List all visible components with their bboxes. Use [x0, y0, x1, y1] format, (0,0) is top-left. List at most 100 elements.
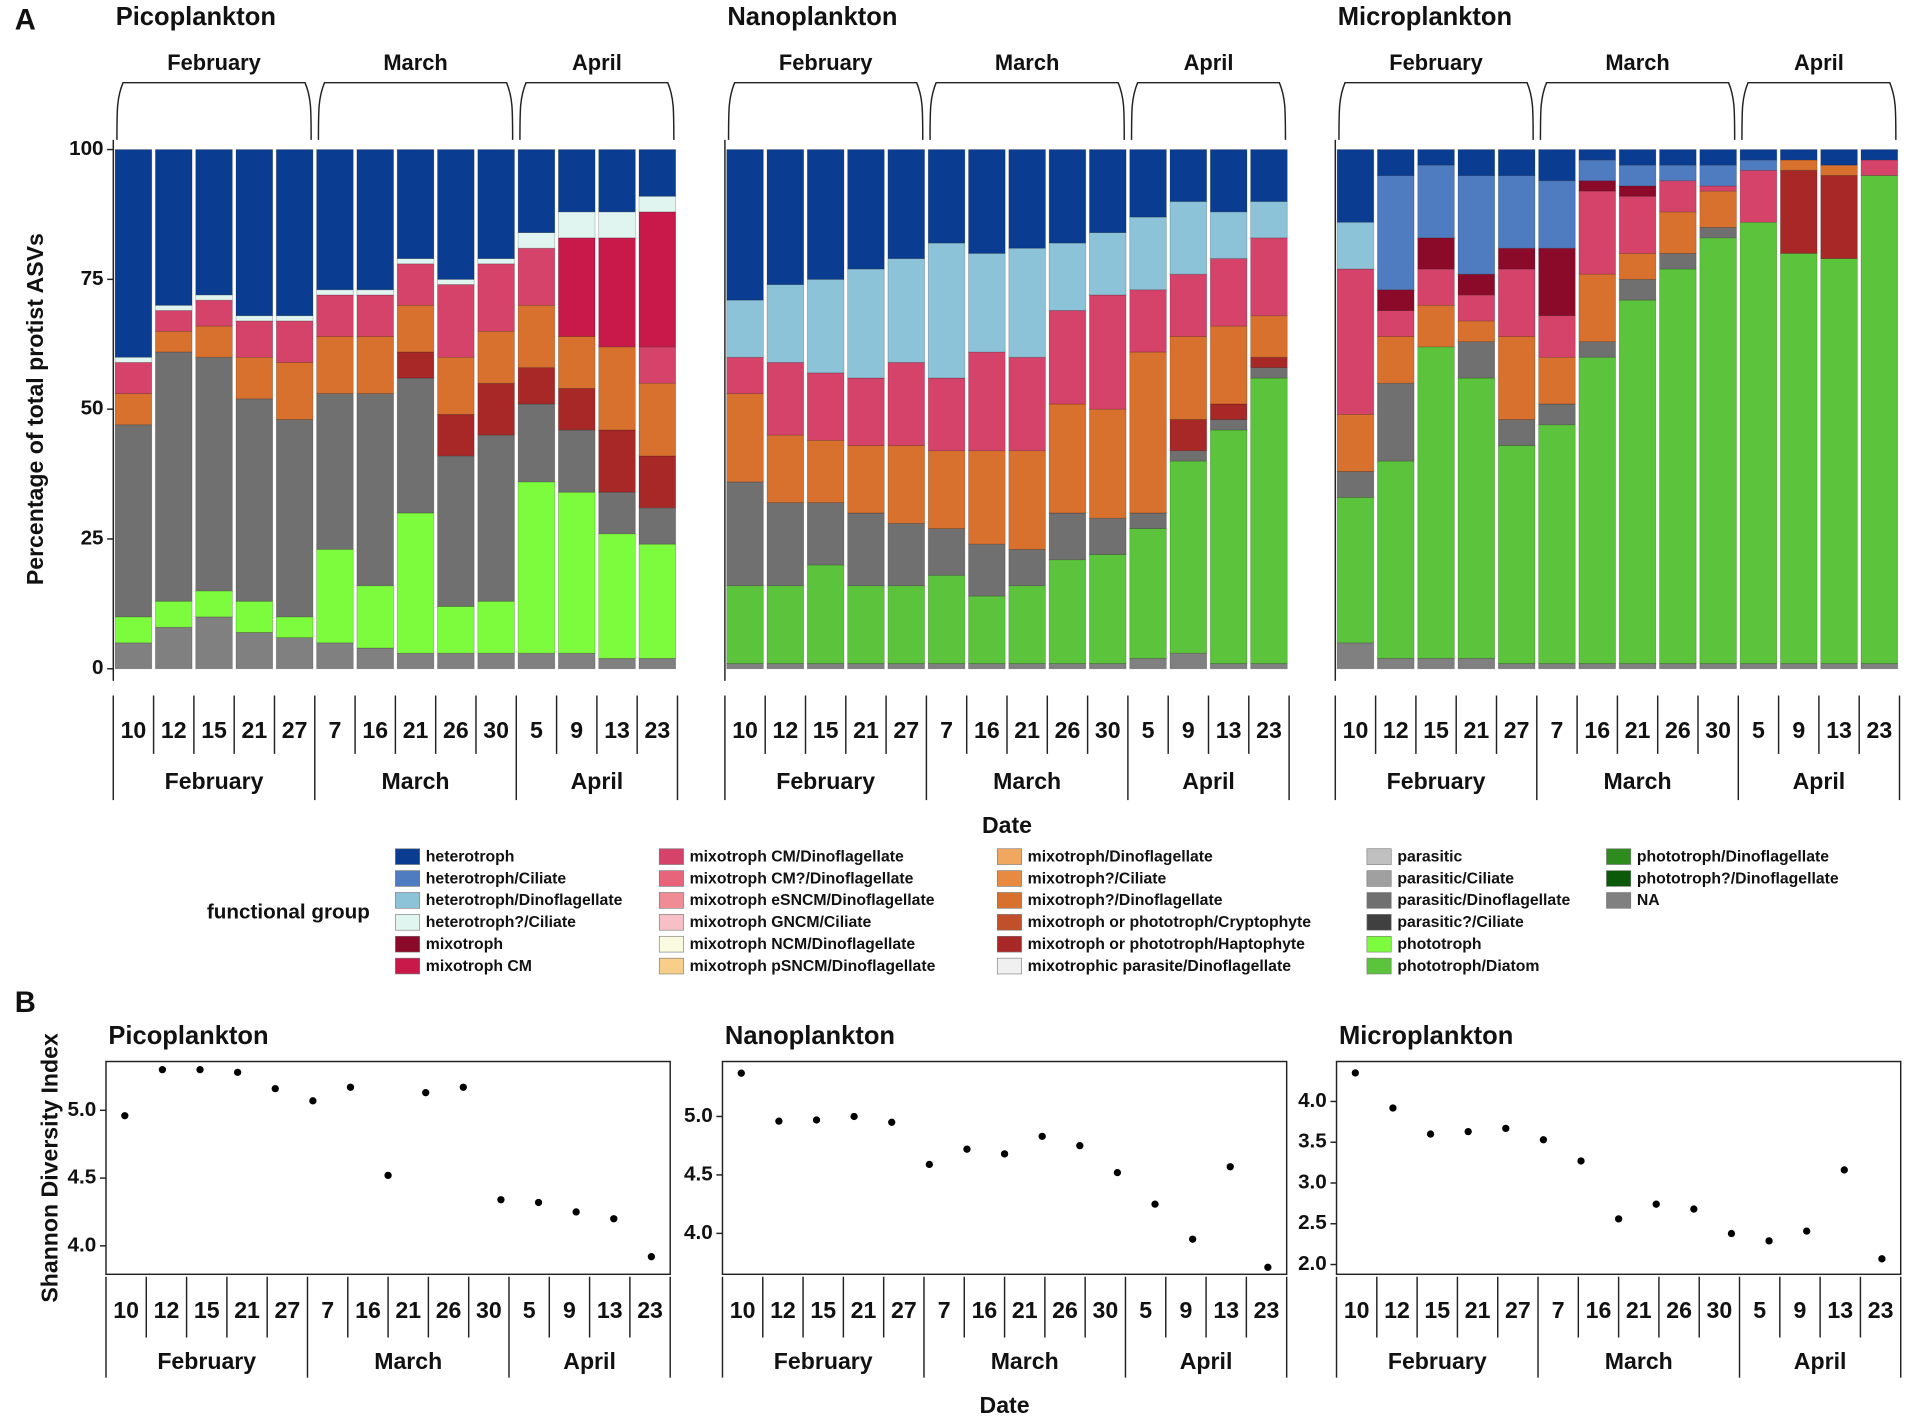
point: [1188, 1235, 1197, 1243]
bar-segment: [195, 356, 233, 592]
bar-segment: [1377, 310, 1415, 337]
x-tick-label: 13: [597, 1297, 623, 1323]
legend-label: heterotroph/Dinoflagellate: [426, 892, 623, 909]
bar-segment: [155, 310, 193, 332]
bar-segment: [1578, 663, 1616, 670]
bar-segment: [1377, 460, 1415, 659]
point: [572, 1208, 580, 1216]
bar-segment: [114, 642, 153, 670]
bar-segment: [558, 491, 596, 654]
x-tick-label: 26: [1666, 1297, 1692, 1323]
bar-segment: [1860, 175, 1899, 664]
bar-segment: [437, 149, 475, 280]
month-label: March: [382, 768, 450, 794]
bar-segment: [517, 247, 556, 306]
legend-title: functional group: [207, 901, 370, 924]
bar-segment: [1538, 180, 1576, 249]
chart-title: Picoplankton: [116, 3, 276, 31]
bar-segment: [1417, 237, 1455, 270]
bar-segment: [806, 278, 845, 374]
legend-swatch: [1366, 870, 1392, 887]
bar-segment: [1578, 341, 1616, 358]
legend-swatch: [1366, 914, 1392, 931]
point: [737, 1069, 745, 1077]
y-tick-label: 75: [81, 267, 104, 290]
bar-segment: [1250, 367, 1288, 379]
bar-segment: [968, 351, 1006, 452]
bar-segment: [1457, 149, 1496, 176]
y-tick-label: 5.0: [684, 1104, 713, 1127]
legend-swatch: [996, 892, 1022, 909]
bar-segment: [517, 403, 556, 483]
x-tick-label: 9: [1792, 717, 1805, 743]
legend-label: heterotroph?/Ciliate: [426, 914, 576, 931]
legend-label: phototroph/Diatom: [1397, 958, 1539, 975]
bar-segment: [638, 455, 677, 509]
bar-segment: [1129, 289, 1167, 353]
bar-segment: [1497, 445, 1536, 664]
bar-segment: [1417, 346, 1455, 659]
bar-segment: [1336, 497, 1375, 644]
bar-segment: [1699, 149, 1737, 166]
bar-segment: [114, 393, 153, 426]
legend-label: mixotroph GNCM/Ciliate: [690, 914, 872, 931]
bar-segment: [1417, 658, 1455, 670]
bar-segment: [1578, 356, 1616, 664]
bar-segment: [155, 626, 193, 670]
x-tick-label: 23: [1256, 717, 1282, 743]
bar-segment: [806, 439, 845, 503]
point: [1351, 1069, 1359, 1077]
bar-segment: [396, 351, 435, 379]
bar-segment: [155, 304, 193, 311]
point: [925, 1160, 933, 1169]
bar-segment: [235, 315, 274, 322]
bar-segment: [1417, 304, 1455, 348]
bar-segment: [1457, 273, 1496, 296]
bar-segment: [1169, 652, 1208, 670]
legend-label: mixotroph: [426, 936, 503, 953]
point: [647, 1253, 656, 1261]
bar-segment: [1129, 658, 1167, 670]
point: [1803, 1227, 1811, 1235]
month-bracket: [929, 81, 1125, 140]
bar-segment: [235, 320, 274, 358]
bar-segment: [847, 585, 885, 664]
bar-segment: [1538, 356, 1576, 405]
x-tick-label: 23: [1868, 1297, 1894, 1323]
bar-segment: [1377, 175, 1415, 291]
point: [812, 1116, 821, 1124]
legend-swatch: [395, 914, 421, 931]
bar-segment: [195, 149, 233, 296]
x-tick-label: 7: [321, 1297, 334, 1323]
month-label: April: [1794, 50, 1844, 75]
bar-segment: [1618, 185, 1657, 197]
bar-segment: [1048, 512, 1087, 561]
point: [1464, 1127, 1472, 1136]
bar-segment: [598, 429, 636, 493]
month-bracket: [1539, 81, 1736, 140]
legend-label: NA: [1637, 892, 1660, 909]
x-tick-label: 26: [436, 1297, 462, 1323]
bar-segment: [195, 590, 233, 618]
bar-segment: [1336, 268, 1375, 415]
y-tick-label: 3.0: [1298, 1170, 1327, 1193]
month-label: April: [1794, 1348, 1847, 1374]
legend-swatch: [996, 914, 1022, 931]
bar-segment: [726, 663, 764, 670]
x-tick-label: 13: [604, 717, 630, 743]
bar-segment: [1699, 227, 1737, 239]
month-label: February: [774, 1348, 873, 1374]
bar-segment: [1739, 159, 1778, 171]
legend-label: mixotroph?/Ciliate: [1028, 870, 1167, 887]
legend-swatch: [1606, 870, 1632, 887]
bar-segment: [766, 362, 805, 436]
bar-segment: [1578, 190, 1616, 275]
x-tick-label: 13: [1213, 1297, 1239, 1323]
chart-title: Microplankton: [1339, 1022, 1513, 1050]
point: [271, 1084, 279, 1093]
month-label: March: [1604, 768, 1672, 794]
legend-label: parasitic: [1397, 848, 1462, 865]
bar-segment: [1129, 351, 1167, 514]
x-tick-label: 10: [113, 1297, 139, 1323]
bar-segment: [887, 663, 925, 670]
